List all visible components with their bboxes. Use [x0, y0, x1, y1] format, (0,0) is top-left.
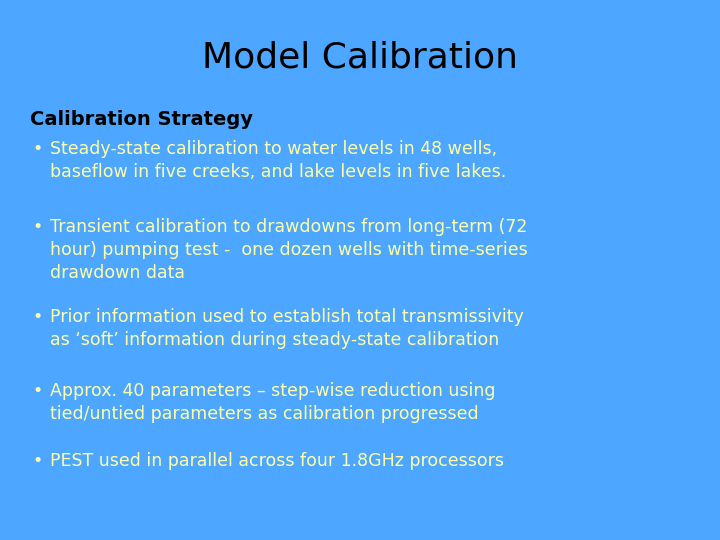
Text: •: •: [32, 452, 42, 470]
Text: Prior information used to establish total transmissivity
as ‘soft’ information d: Prior information used to establish tota…: [50, 308, 523, 349]
Text: •: •: [32, 382, 42, 400]
Text: •: •: [32, 218, 42, 236]
Text: Calibration Strategy: Calibration Strategy: [30, 110, 253, 129]
Text: Transient calibration to drawdowns from long-term (72
hour) pumping test -  one : Transient calibration to drawdowns from …: [50, 218, 528, 282]
Text: PEST used in parallel across four 1.8GHz processors: PEST used in parallel across four 1.8GHz…: [50, 452, 504, 470]
Text: •: •: [32, 140, 42, 158]
Text: Approx. 40 parameters – step-wise reduction using
tied/untied parameters as cali: Approx. 40 parameters – step-wise reduct…: [50, 382, 495, 423]
Text: Model Calibration: Model Calibration: [202, 40, 518, 74]
Text: Steady-state calibration to water levels in 48 wells,
baseflow in five creeks, a: Steady-state calibration to water levels…: [50, 140, 506, 181]
Text: •: •: [32, 308, 42, 326]
